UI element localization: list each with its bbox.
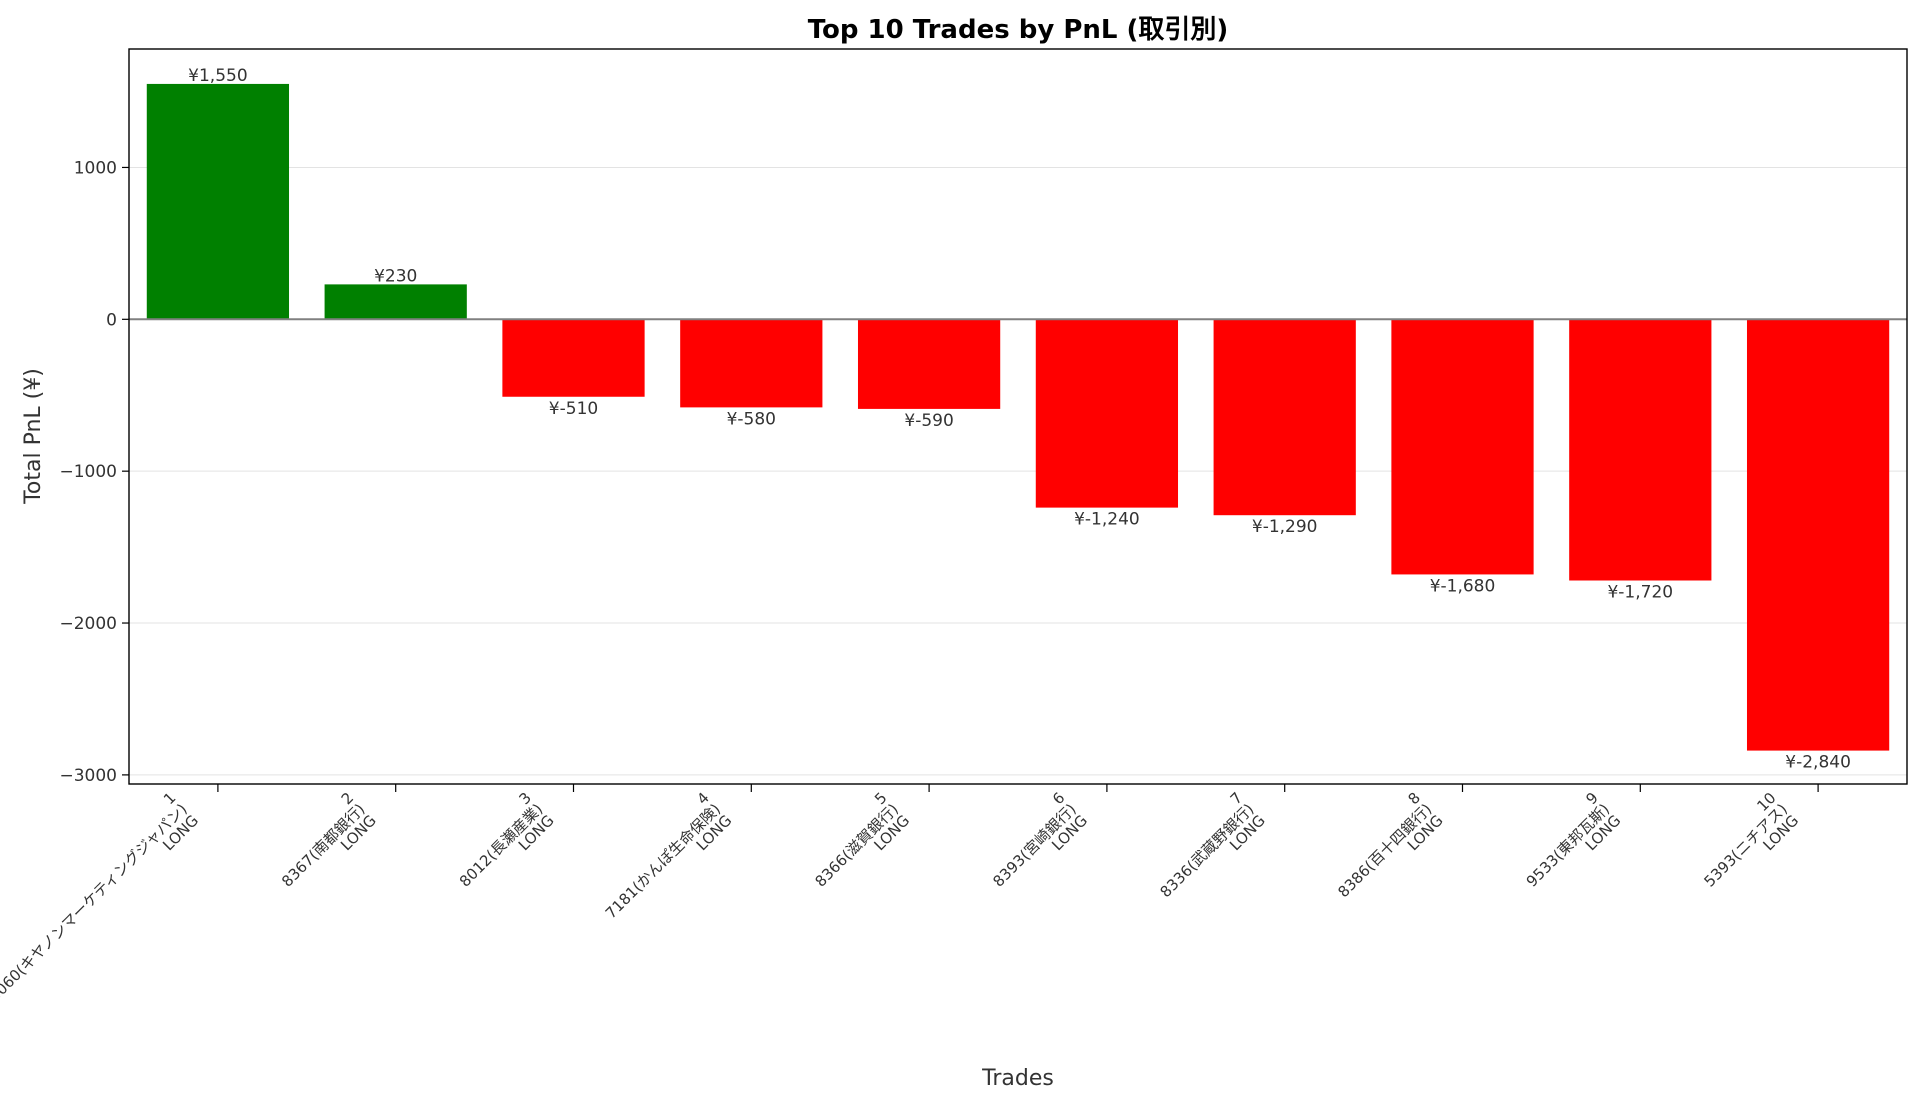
bar-value-label: ¥1,550 — [188, 66, 247, 86]
bar-value-label: ¥-590 — [904, 411, 953, 431]
bar-value-label: ¥-1,720 — [1607, 583, 1673, 603]
y-tick-label: 1000 — [74, 158, 117, 178]
bar — [324, 284, 467, 320]
bar-value-label: ¥-510 — [549, 399, 598, 419]
bar — [857, 319, 1001, 409]
y-tick-label: −3000 — [59, 766, 117, 786]
bar-value-label: ¥-1,240 — [1074, 510, 1140, 530]
y-tick-label: −2000 — [59, 614, 117, 634]
bar — [1213, 319, 1356, 516]
bar-value-label: ¥230 — [374, 266, 417, 286]
bar — [1746, 319, 1890, 751]
bar — [1391, 319, 1534, 575]
bar — [1035, 319, 1179, 508]
y-axis-label: Total PnL (¥) — [21, 368, 46, 505]
x-axis-label: Trades — [981, 1066, 1054, 1091]
bar-value-label: ¥-1,680 — [1430, 576, 1496, 596]
bar-value-label: ¥-1,290 — [1252, 517, 1318, 537]
bar-value-label: ¥-2,840 — [1785, 753, 1851, 773]
bar-value-label: ¥-580 — [727, 409, 776, 429]
y-tick-label: 0 — [106, 310, 117, 330]
bar — [146, 83, 290, 320]
bar — [502, 319, 645, 397]
bar — [1569, 319, 1712, 581]
data-labels: ¥1,550 ¥230 ¥-510 ¥-580 ¥-590 ¥-1,240 ¥-1,290 ¥… — [188, 66, 1851, 773]
y-tick-label: −1000 — [59, 462, 117, 482]
bar — [680, 319, 823, 408]
bars — [146, 83, 1890, 751]
chart-title: Top 10 Trades by PnL (取引別) — [808, 15, 1229, 45]
y-axis-ticks: 1000 0 −1000 −2000 −3000 — [59, 158, 129, 786]
plot-frame — [128, 48, 1908, 785]
